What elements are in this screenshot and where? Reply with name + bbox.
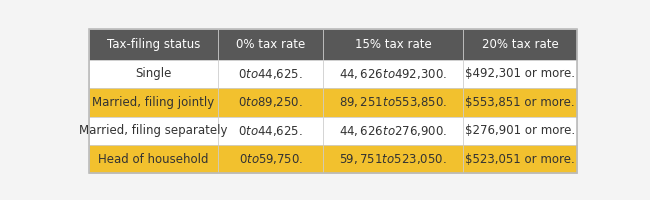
Text: $44,626 to $492,300.: $44,626 to $492,300. — [339, 67, 447, 81]
Bar — [89, 60, 218, 88]
Bar — [218, 60, 323, 88]
Bar — [89, 88, 218, 117]
Text: 15% tax rate: 15% tax rate — [355, 38, 432, 51]
Bar — [463, 88, 577, 117]
Text: Head of household: Head of household — [98, 153, 209, 166]
Text: $553,851 or more.: $553,851 or more. — [465, 96, 575, 109]
Text: $59,751 to $523,050.: $59,751 to $523,050. — [339, 152, 447, 166]
Text: Tax-filing status: Tax-filing status — [107, 38, 200, 51]
Bar — [89, 29, 218, 60]
Text: $0 to $89,250.: $0 to $89,250. — [239, 95, 304, 109]
Bar — [463, 60, 577, 88]
Text: Single: Single — [135, 67, 172, 80]
Bar — [323, 117, 463, 145]
Bar — [463, 29, 577, 60]
Bar — [218, 29, 323, 60]
Text: $492,301 or more.: $492,301 or more. — [465, 67, 575, 80]
Text: $0 to $59,750.: $0 to $59,750. — [239, 152, 303, 166]
Bar — [323, 60, 463, 88]
Bar — [89, 117, 218, 145]
Bar — [218, 88, 323, 117]
Text: $44,626 to $276,900.: $44,626 to $276,900. — [339, 124, 447, 138]
Bar — [218, 117, 323, 145]
Text: $0 to $44,625.: $0 to $44,625. — [239, 67, 304, 81]
Text: Married, filing jointly: Married, filing jointly — [92, 96, 214, 109]
Bar — [463, 145, 577, 173]
Bar — [218, 145, 323, 173]
Bar — [323, 88, 463, 117]
Text: Married, filing separately: Married, filing separately — [79, 124, 228, 137]
Text: $0 to $44,625.: $0 to $44,625. — [239, 124, 304, 138]
Bar — [89, 145, 218, 173]
Bar — [323, 29, 463, 60]
Text: $89,251 to $553,850.: $89,251 to $553,850. — [339, 95, 447, 109]
Text: $276,901 or more.: $276,901 or more. — [465, 124, 575, 137]
Text: 0% tax rate: 0% tax rate — [236, 38, 306, 51]
Text: 20% tax rate: 20% tax rate — [482, 38, 558, 51]
Bar — [463, 117, 577, 145]
Bar — [323, 145, 463, 173]
Text: $523,051 or more.: $523,051 or more. — [465, 153, 575, 166]
